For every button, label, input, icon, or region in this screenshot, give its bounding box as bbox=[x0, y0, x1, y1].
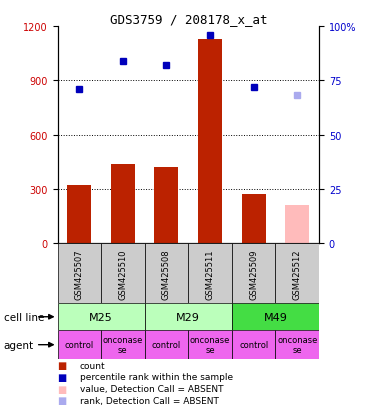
Text: agent: agent bbox=[4, 340, 34, 350]
Text: value, Detection Call = ABSENT: value, Detection Call = ABSENT bbox=[80, 384, 223, 393]
Text: GSM425509: GSM425509 bbox=[249, 249, 258, 299]
Text: control: control bbox=[239, 340, 268, 349]
Text: GSM425510: GSM425510 bbox=[118, 249, 127, 299]
Text: ■: ■ bbox=[58, 372, 67, 382]
Bar bbox=[67, 186, 91, 244]
Text: ■: ■ bbox=[58, 395, 67, 405]
Text: count: count bbox=[80, 361, 105, 370]
Bar bbox=[198, 40, 222, 244]
Text: onconase
se: onconase se bbox=[277, 335, 318, 354]
Bar bbox=[242, 195, 266, 244]
Bar bbox=[58, 244, 101, 304]
Bar bbox=[275, 244, 319, 304]
Bar bbox=[101, 244, 145, 304]
Text: ■: ■ bbox=[58, 384, 67, 394]
Bar bbox=[111, 164, 135, 244]
Bar bbox=[145, 330, 188, 359]
Bar bbox=[285, 206, 309, 244]
Title: GDS3759 / 208178_x_at: GDS3759 / 208178_x_at bbox=[109, 13, 267, 26]
Bar bbox=[145, 244, 188, 304]
Text: rank, Detection Call = ABSENT: rank, Detection Call = ABSENT bbox=[80, 396, 219, 405]
Bar bbox=[188, 330, 232, 359]
Text: onconase
se: onconase se bbox=[190, 335, 230, 354]
Text: ■: ■ bbox=[58, 361, 67, 370]
Bar bbox=[145, 304, 232, 330]
Bar bbox=[232, 244, 276, 304]
Text: M49: M49 bbox=[263, 312, 288, 322]
Text: onconase
se: onconase se bbox=[103, 335, 143, 354]
Bar bbox=[58, 304, 145, 330]
Bar bbox=[232, 304, 319, 330]
Bar bbox=[275, 330, 319, 359]
Text: M29: M29 bbox=[176, 312, 200, 322]
Bar bbox=[232, 330, 276, 359]
Text: control: control bbox=[152, 340, 181, 349]
Bar bbox=[154, 168, 178, 244]
Text: GSM425512: GSM425512 bbox=[293, 249, 302, 299]
Bar bbox=[188, 244, 232, 304]
Text: control: control bbox=[65, 340, 94, 349]
Text: M25: M25 bbox=[89, 312, 113, 322]
Text: percentile rank within the sample: percentile rank within the sample bbox=[80, 373, 233, 382]
Text: GSM425507: GSM425507 bbox=[75, 248, 84, 299]
Text: GSM425511: GSM425511 bbox=[206, 249, 214, 299]
Text: GSM425508: GSM425508 bbox=[162, 248, 171, 299]
Bar bbox=[58, 330, 101, 359]
Bar bbox=[101, 330, 145, 359]
Text: cell line: cell line bbox=[4, 312, 44, 322]
